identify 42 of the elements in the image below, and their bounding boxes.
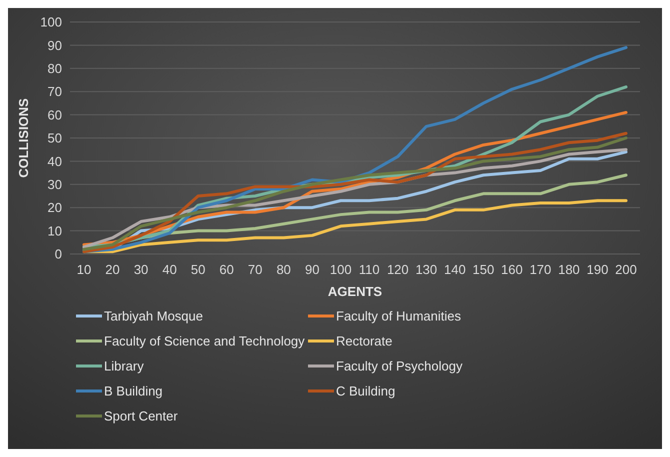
legend-label: Faculty of Psychology: [336, 358, 463, 374]
x-tick-label: 140: [444, 262, 466, 277]
y-axis-title: COLLISIONS: [16, 98, 31, 178]
legend-label: Rectorate: [336, 334, 392, 349]
x-tick-label: 40: [162, 262, 177, 277]
x-axis-title: AGENTS: [328, 284, 382, 299]
x-tick-label: 160: [501, 262, 523, 277]
legend-label: Library: [104, 358, 144, 374]
y-tick-label: 30: [48, 176, 62, 192]
legend-label: Faculty of Science and Technology: [104, 334, 306, 349]
y-tick-label: 100: [40, 14, 62, 30]
legend-label: Tarbiyah Mosque: [104, 308, 203, 324]
x-tick-label: 30: [134, 262, 148, 277]
legend-label: Sport Center: [104, 408, 178, 424]
x-tick-label: 200: [615, 262, 637, 277]
y-tick-label: 0: [54, 246, 62, 262]
x-tick-label: 80: [276, 262, 291, 277]
y-tick-label: 80: [48, 60, 62, 76]
x-tick-label: 190: [586, 262, 608, 277]
x-tick-label: 60: [219, 262, 234, 277]
y-tick-label: 90: [48, 38, 62, 53]
legend-label: B Building: [104, 384, 163, 399]
x-tick-label: 120: [386, 262, 409, 277]
x-tick-label: 170: [530, 262, 552, 277]
y-tick-label: 40: [48, 154, 62, 169]
y-tick-label: 60: [48, 107, 62, 122]
y-tick-label: 10: [48, 223, 62, 238]
x-tick-label: 100: [330, 262, 352, 277]
x-tick-label: 150: [472, 262, 494, 277]
x-tick-label: 20: [105, 262, 120, 277]
x-tick-label: 90: [304, 262, 320, 277]
legend-label: Faculty of Humanities: [336, 308, 462, 324]
y-tick-label: 50: [48, 130, 62, 146]
x-tick-label: 180: [558, 262, 580, 277]
y-tick-label: 70: [48, 84, 62, 100]
x-tick-label: 110: [358, 262, 380, 277]
legend-label: C Building: [336, 384, 396, 399]
y-tick-label: 20: [48, 200, 62, 216]
x-tick-label: 10: [76, 262, 92, 277]
x-tick-label: 130: [415, 262, 438, 277]
x-tick-label: 50: [190, 262, 206, 277]
x-tick-label: 70: [248, 262, 262, 277]
